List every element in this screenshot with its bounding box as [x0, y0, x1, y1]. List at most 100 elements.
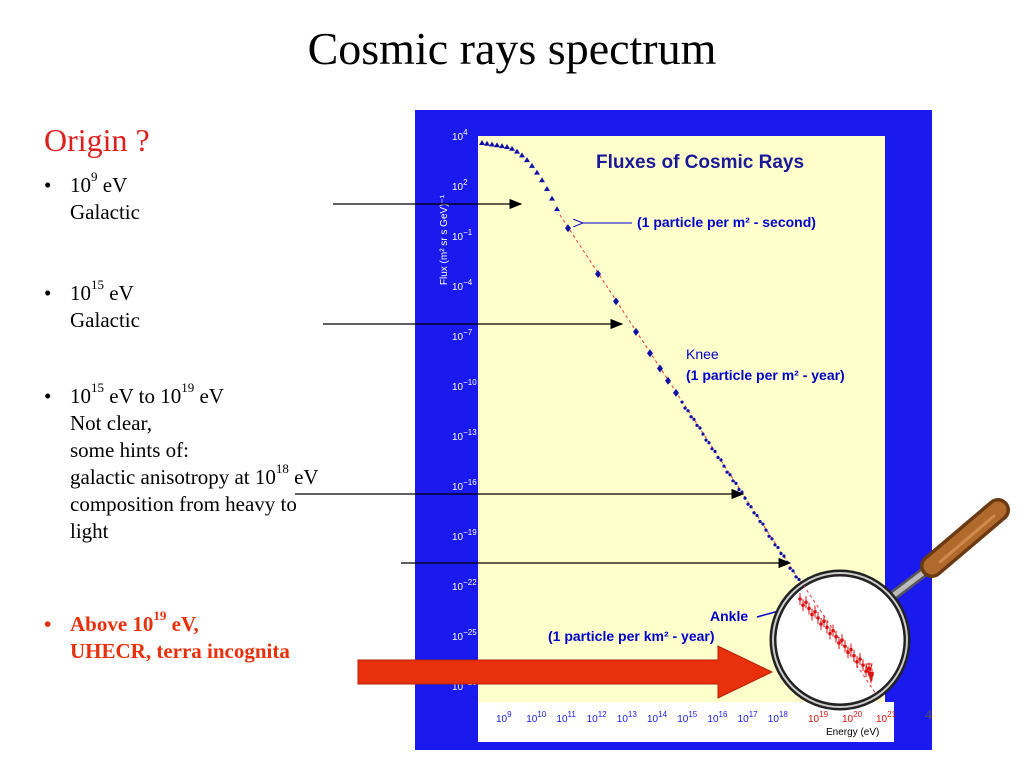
flux-point-marker — [755, 513, 759, 518]
flux-point-marker — [554, 206, 560, 212]
flux-point-marker — [565, 224, 571, 233]
y-tick-label: 10−22 — [452, 578, 477, 593]
bullet-line: 109 eV — [70, 169, 128, 197]
magnified-x-tick-labels: 1019 1020 1021 — [808, 710, 897, 725]
flux-point-marker — [519, 152, 525, 158]
y-tick-label: 10−25 — [452, 628, 477, 643]
flux-point-marker — [686, 409, 690, 413]
x-tick-label: 1012 — [587, 710, 608, 725]
x-tick-label-magnified: 1020 — [842, 710, 863, 725]
flux-point-marker — [680, 400, 684, 404]
uhecr-point-marker — [840, 638, 844, 642]
flux-point-marker — [713, 449, 717, 453]
flux-point-marker — [704, 438, 708, 442]
uhecr-point-marker — [825, 625, 829, 630]
x-tick-label: 1010 — [526, 710, 547, 725]
flux-point-marker — [734, 481, 738, 485]
x-tick-label: 1013 — [617, 710, 638, 725]
flux-point-marker — [779, 551, 783, 556]
y-tick-label: 10−13 — [452, 428, 477, 443]
flux-point-marker — [695, 423, 699, 428]
bullet-line: galactic anisotropy at 1018 eV — [70, 461, 319, 489]
y-tick-label: 10−16 — [452, 478, 477, 493]
annotation-ankle: Ankle — [710, 608, 748, 624]
bullet-line: 1015 eV to 1019 eV — [70, 380, 224, 408]
x-tick-label: 1016 — [707, 710, 728, 725]
uhecr-point-marker — [804, 600, 808, 605]
uhecr-point-marker — [801, 603, 805, 607]
flux-point-marker — [549, 195, 555, 201]
uhecr-point-marker — [867, 666, 871, 671]
annotation-per-km2-year: (1 particle per km² - year) — [548, 628, 715, 644]
y-tick-label: 10−19 — [452, 528, 477, 543]
bullet-text: 1015 eV Galactic — [70, 278, 140, 334]
x-tick-label-magnified: 1019 — [808, 710, 829, 725]
flux-point-marker — [665, 376, 671, 385]
flux-point-marker — [776, 545, 780, 550]
flux-point-marker — [764, 528, 768, 532]
annotation-per-m2-year: (1 particle per m² - year) — [686, 367, 845, 383]
uhecr-point-marker — [861, 663, 865, 667]
flux-point-marker — [509, 145, 515, 151]
flux-point-marker — [484, 140, 490, 146]
section-heading: Origin ? — [44, 122, 150, 158]
flux-point-marker — [701, 432, 705, 436]
flux-point-marker — [504, 143, 510, 149]
bullet-marker: • — [44, 612, 52, 636]
bullet-marker: • — [44, 384, 52, 408]
flux-point-marker — [489, 141, 495, 147]
uhecr-data-points — [798, 593, 874, 684]
uhecr-point-marker — [849, 647, 853, 652]
flux-point-marker — [797, 577, 801, 582]
uhecr-point-marker — [822, 619, 826, 623]
flux-point-marker — [791, 569, 795, 573]
flux-point-marker — [770, 537, 774, 541]
uhecr-point-marker — [837, 641, 841, 645]
x-tick-label: 1014 — [647, 710, 668, 725]
flux-point-marker — [633, 327, 639, 336]
flux-point-marker — [794, 575, 798, 579]
uhecr-point-marker — [831, 628, 835, 633]
x-tick-label: 1011 — [556, 710, 576, 725]
uhecr-limit-marker — [868, 672, 874, 684]
bullet-text: Above 1019 eV, UHECR, terra incognita — [70, 609, 290, 665]
flux-point-marker — [595, 269, 601, 278]
flux-point-marker — [722, 464, 726, 468]
flux-point-marker — [544, 185, 550, 191]
flux-point-marker — [647, 349, 653, 358]
figure-title: Fluxes of Cosmic Rays — [596, 152, 804, 173]
uhecr-point-marker — [813, 609, 817, 614]
flux-point-marker — [746, 502, 750, 506]
x-tick-label: 1015 — [677, 710, 698, 725]
flux-point-marker — [479, 140, 485, 145]
page-number: 4 — [925, 708, 932, 723]
flux-point-marker — [539, 177, 545, 183]
bullet-marker: • — [44, 173, 52, 197]
flux-point-marker — [725, 470, 729, 474]
flux-point-marker — [788, 566, 792, 570]
x-axis-label: Energy (eV) — [826, 727, 879, 738]
flux-point-marker — [758, 519, 762, 524]
x-tick-label-magnified: 1021 — [876, 710, 897, 725]
slide-title: Cosmic rays spectrum — [307, 23, 717, 74]
flux-point-marker — [782, 554, 786, 558]
flux-point-marker — [689, 415, 693, 419]
flux-point-marker — [761, 522, 765, 526]
flux-point-marker — [707, 441, 711, 445]
uhecr-point-marker — [819, 622, 823, 626]
bullet-text: 1015 eV to 1019 eV Not clear, some hints o… — [70, 380, 319, 545]
flux-point-marker — [657, 364, 663, 373]
flux-point-marker — [773, 543, 777, 547]
uhecr-point-marker — [855, 660, 859, 664]
x-tick-label: 1018 — [768, 710, 789, 725]
flux-point-marker — [737, 487, 741, 492]
bullet-line: Galactic — [70, 308, 140, 332]
y-tick-label: 102 — [452, 178, 468, 193]
uhecr-point-marker — [816, 616, 820, 620]
flux-point-marker — [719, 458, 723, 462]
flux-point-marker — [524, 157, 530, 163]
flux-point-marker — [749, 505, 753, 509]
flux-point-marker — [740, 490, 744, 494]
bullet-line: Galactic — [70, 200, 140, 224]
